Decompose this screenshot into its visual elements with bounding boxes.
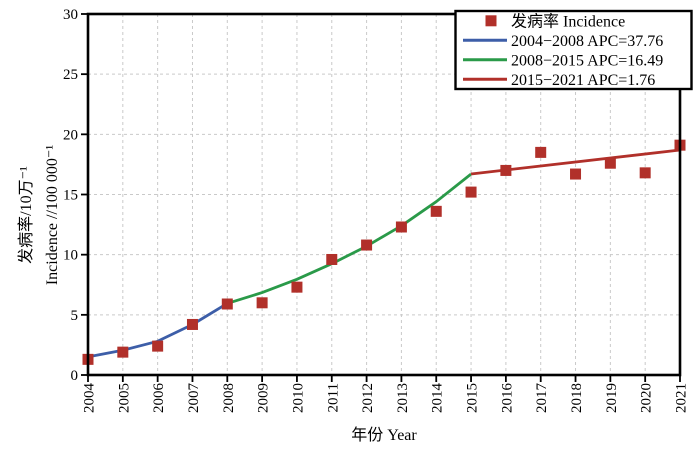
y-tick-label-15: 15 bbox=[63, 188, 78, 204]
data-point-2018 bbox=[570, 168, 582, 180]
x-tick-label-2012: 2012 bbox=[360, 383, 376, 413]
y-tick-label-5: 5 bbox=[71, 308, 79, 324]
x-tick-label-2008: 2008 bbox=[221, 383, 237, 413]
data-point-2006 bbox=[152, 340, 164, 352]
x-tick-label-2019: 2019 bbox=[604, 383, 620, 413]
legend-label-2004-2008: 2004−2008 APC=37.76 bbox=[511, 33, 663, 50]
x-tick-label-2011: 2011 bbox=[325, 383, 341, 412]
x-tick-label-2017: 2017 bbox=[534, 383, 550, 414]
x-tick-label-2016: 2016 bbox=[499, 382, 515, 413]
x-tick-label-2010: 2010 bbox=[290, 383, 306, 413]
x-tick-label-2018: 2018 bbox=[569, 383, 585, 413]
y-tick-label-0: 0 bbox=[71, 368, 79, 384]
x-tick-label-2021: 2021 bbox=[674, 383, 690, 413]
x-tick-label-2005: 2005 bbox=[116, 383, 132, 413]
trend-lines-layer bbox=[87, 148, 681, 359]
x-tick-label-2015: 2015 bbox=[465, 383, 481, 413]
data-point-2009 bbox=[256, 297, 268, 309]
data-point-2017 bbox=[535, 146, 547, 158]
y-tick-label-20: 20 bbox=[63, 127, 78, 143]
data-point-2016 bbox=[500, 164, 512, 176]
data-point-2008 bbox=[221, 298, 233, 310]
data-point-2015 bbox=[465, 186, 477, 198]
y-axis-title-cn: 发病率/10万⁻¹ bbox=[17, 166, 35, 264]
x-tick-label-2014: 2014 bbox=[430, 383, 446, 414]
legend-marker-incidence bbox=[485, 15, 497, 27]
x-tick-label-2004: 2004 bbox=[82, 383, 98, 414]
x-axis-title: 年份 Year bbox=[351, 426, 417, 444]
y-axis-title-en: Incidence //100 000⁻¹ bbox=[44, 145, 61, 286]
data-point-2019 bbox=[604, 157, 616, 169]
y-tick-label-25: 25 bbox=[63, 67, 78, 83]
data-point-2007 bbox=[186, 318, 198, 330]
data-point-2010 bbox=[291, 281, 303, 293]
x-tick-label-2006: 2006 bbox=[151, 383, 167, 414]
y-tick-label-10: 10 bbox=[63, 248, 78, 264]
data-point-2013 bbox=[395, 221, 407, 233]
trend-segment-2008-2015 bbox=[226, 172, 472, 305]
data-point-2014 bbox=[430, 205, 442, 217]
x-tick-label-2020: 2020 bbox=[639, 383, 655, 413]
data-point-2020 bbox=[639, 167, 651, 179]
x-tick-label-2009: 2009 bbox=[256, 383, 272, 413]
legend: 发病率 Incidence 2004−2008 APC=37.76 2008−2… bbox=[454, 9, 693, 91]
data-point-2005 bbox=[117, 346, 129, 358]
legend-label-incidence: 发病率 Incidence bbox=[511, 12, 625, 30]
tick-labels-layer: 2004 2005 2006 2007 2008 2009 2010 2011 2012 2013… bbox=[63, 7, 690, 413]
legend-label-2015-2021: 2015−2021 APC=1.76 bbox=[511, 72, 655, 89]
x-tick-label-2013: 2013 bbox=[395, 383, 411, 413]
data-point-2011 bbox=[326, 253, 338, 265]
plot-frame bbox=[86, 12, 682, 377]
legend-label-2008-2015: 2008−2015 APC=16.49 bbox=[511, 52, 663, 69]
data-point-2012 bbox=[361, 239, 373, 251]
data-points-layer bbox=[82, 139, 686, 365]
y-tick-label-30: 30 bbox=[63, 7, 78, 23]
x-tick-label-2007: 2007 bbox=[186, 383, 202, 414]
